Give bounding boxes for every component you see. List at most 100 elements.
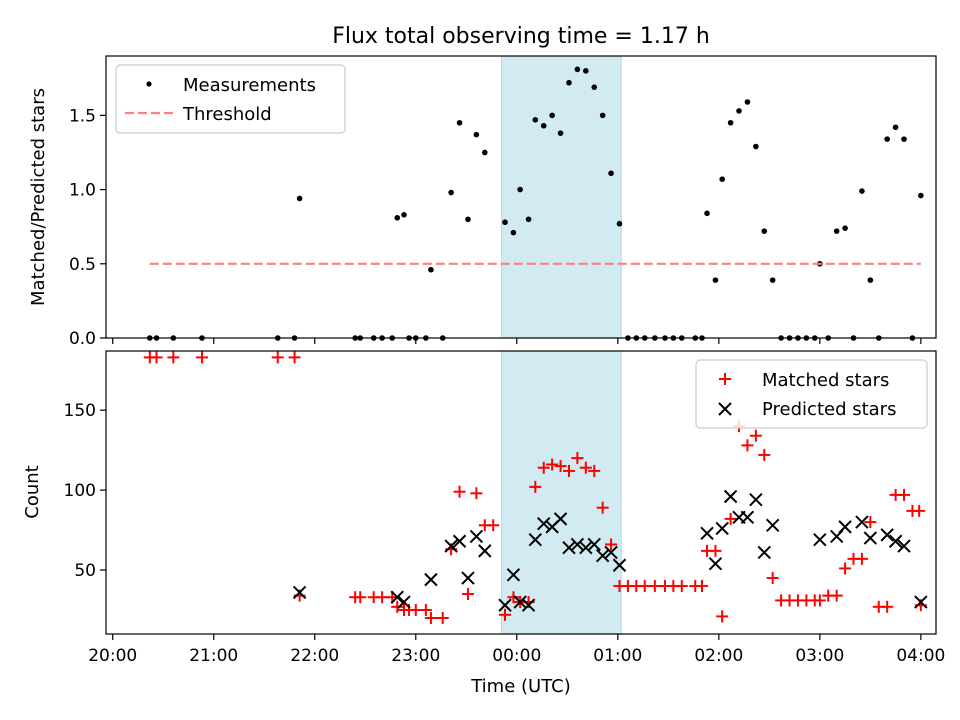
bottom-predicted-stars-point (587, 537, 601, 552)
bottom-matched-stars-point (436, 612, 449, 625)
top-measurements-point (833, 228, 840, 234)
bottom-matched-stars-point (913, 504, 926, 517)
bottom-predicted-stars-point (813, 532, 827, 547)
matched-stars-legend-label: Matched stars (762, 370, 889, 391)
top-measurements-point (502, 219, 508, 226)
flux-ratio-panel: 0.0 0.5 1.0 1.5 (69, 55, 937, 349)
bottom-predicted-stars-point (570, 537, 585, 552)
bottom-x-tick-label: 00:00 (492, 646, 541, 666)
bottom-predicted-stars-point (292, 585, 307, 600)
top-measurements-point (719, 176, 725, 182)
bottom-matched-stars-point (461, 588, 474, 601)
bottom-predicted-stars-point (700, 526, 714, 540)
bottom-predicted-stars-point (513, 595, 527, 609)
bottom-matched-stars-point (150, 351, 163, 364)
bottom-predicted-stars-point (444, 539, 458, 553)
top-measurements-point (859, 188, 865, 194)
measurements-legend-label: Measurements (183, 75, 316, 96)
top-measurements-point (549, 112, 555, 119)
bottom-observing-window (501, 350, 622, 635)
bottom-matched-stars-point (709, 544, 722, 557)
top-measurements-point (736, 108, 742, 114)
bottom-matched-stars-point (288, 351, 301, 364)
bottom-predicted-stars-point (562, 540, 576, 555)
bottom-matched-stars-point (419, 604, 432, 617)
bottom-x-tick-label: 20:00 (88, 646, 137, 666)
bottom-matched-stars-point (695, 580, 708, 593)
top-measurements-point (517, 186, 523, 193)
top-measurements-point (510, 229, 517, 236)
top-y-axis-label: Matched/Predicted stars (28, 88, 49, 306)
bottom-matched-stars-point (537, 461, 550, 474)
bottom-predicted-stars-point (397, 595, 411, 609)
top-y-tick-label: 0.0 (69, 329, 96, 349)
bottom-y-tick-label: 100 (64, 481, 96, 501)
bottom-predicted-stars-point (528, 532, 543, 547)
matched-stars-legend-marker (719, 373, 731, 385)
bottom-predicted-stars-point (537, 516, 551, 531)
bottom-matched-stars-point (898, 488, 911, 501)
bottom-legend: Matched stars Predicted stars (695, 359, 928, 429)
bottom-matched-stars-point (741, 439, 754, 452)
bottom-matched-stars-point (716, 610, 729, 623)
chart-title: Flux total observing time = 1.17 h (332, 24, 710, 49)
bottom-matched-stars-point (391, 600, 404, 613)
bottom-matched-stars-point (424, 612, 437, 625)
bottom-predicted-stars-point (723, 489, 738, 504)
bottom-matched-stars-point (554, 460, 567, 473)
bottom-matched-stars-point (376, 591, 389, 604)
bottom-predicted-stars-point (749, 492, 763, 507)
bottom-matched-stars-point (749, 429, 762, 442)
bottom-x-tick-label: 01:00 (593, 646, 642, 666)
bottom-predicted-stars-point (838, 520, 852, 534)
top-measurements-point (456, 119, 463, 126)
top-measurements-point (608, 170, 614, 177)
bottom-predicted-stars-point (757, 545, 771, 560)
bottom-matched-stars-point (409, 604, 422, 617)
bottom-predicted-stars-point (612, 558, 627, 572)
bottom-x-tick-label: 23:00 (391, 646, 440, 666)
threshold-legend-label: Threshold (182, 104, 272, 125)
bottom-predicted-stars-point (708, 556, 723, 571)
top-measurements-point (867, 277, 874, 283)
top-y-tick-label: 1.5 (69, 106, 96, 126)
top-y-tick-label: 1.0 (69, 181, 96, 201)
bottom-x-tick-label: 04:00 (896, 646, 945, 666)
bottom-predicted-stars-point (897, 539, 911, 553)
bottom-matched-stars-point (675, 580, 688, 593)
top-measurements-point (296, 195, 303, 202)
top-measurements-point (761, 228, 768, 234)
top-measurements-point (557, 130, 564, 136)
top-measurements-point (704, 210, 710, 217)
top-measurements-point (473, 131, 480, 138)
bottom-matched-stars-point (830, 589, 843, 602)
top-measurements-point (394, 214, 401, 221)
top-measurements-point (532, 117, 539, 123)
bottom-matched-stars-point (648, 580, 661, 593)
bottom-x-tick-label: 03:00 (795, 646, 844, 666)
bottom-y-tick-label: 50 (74, 561, 96, 581)
bottom-matched-stars-point (596, 501, 609, 514)
bottom-matched-stars-point (546, 458, 559, 471)
bottom-matched-stars-point (571, 452, 584, 465)
top-measurements-point (712, 277, 719, 283)
top-measurements-point (744, 99, 751, 105)
bottom-x-tick-label: 22:00 (290, 646, 339, 666)
top-measurements-point (753, 143, 759, 150)
top-measurements-point (583, 68, 589, 74)
bottom-matched-stars-point (562, 464, 575, 477)
top-measurements-point (465, 216, 471, 223)
bottom-predicted-stars-point (880, 528, 894, 542)
bottom-matched-stars-point (499, 608, 512, 621)
bottom-predicted-stars-point (461, 571, 475, 585)
bottom-matched-stars-point (167, 351, 180, 364)
bottom-matched-stars-point (758, 448, 771, 461)
top-measurements-point (574, 66, 581, 73)
top-measurements-point (884, 136, 890, 142)
bottom-matched-stars-point (507, 591, 520, 604)
top-measurements-point (401, 212, 407, 218)
top-legend: Measurements Threshold (115, 64, 346, 134)
top-measurements-point (428, 266, 434, 273)
bottom-predicted-stars-point (765, 518, 780, 532)
